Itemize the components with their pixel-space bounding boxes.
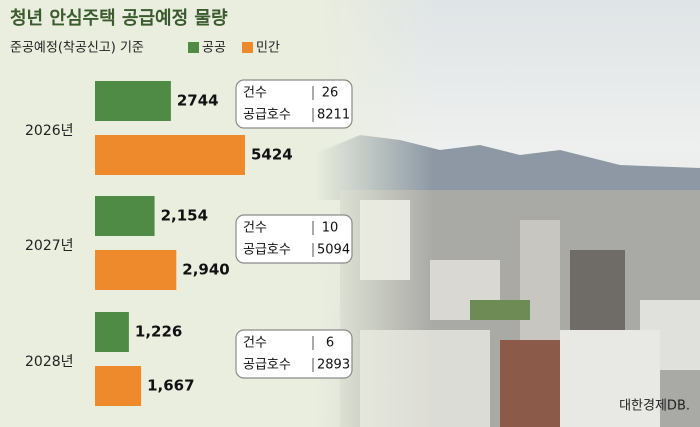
value-label: 1,226 xyxy=(135,323,182,341)
value-label: 5424 xyxy=(251,146,293,164)
bar xyxy=(95,312,129,352)
bar xyxy=(95,366,142,406)
annotation-value: 8211 xyxy=(317,108,350,123)
bar xyxy=(95,250,177,290)
annotation-value: 2893 xyxy=(317,358,350,373)
annotation-label: 공급호수 xyxy=(243,358,291,373)
chart-subtitle: 준공예정(착공신고) 기준 xyxy=(10,41,144,56)
category-label: 2027년 xyxy=(25,238,74,254)
annotation-label: 건수 xyxy=(243,336,267,351)
value-label: 2,940 xyxy=(182,261,229,279)
category-label: 2026년 xyxy=(25,123,74,139)
annotation-value: 6 xyxy=(326,336,334,351)
bar xyxy=(95,135,245,175)
legend-label: 민간 xyxy=(256,41,280,56)
annotation-box xyxy=(235,79,353,129)
value-label: 2,154 xyxy=(161,207,208,225)
annotation-box xyxy=(235,214,353,264)
value-label: 2744 xyxy=(177,92,219,110)
annotation-label: 건수 xyxy=(243,86,267,101)
annotation-label: 공급호수 xyxy=(243,243,291,258)
bar xyxy=(95,81,171,121)
annotation-box xyxy=(235,329,353,379)
legend-swatch xyxy=(242,42,253,53)
legend-label: 공공 xyxy=(202,41,226,56)
annotation-value: 26 xyxy=(322,86,339,101)
annotation-value: 10 xyxy=(322,221,339,236)
bar xyxy=(95,196,155,236)
source: 대한경제DB. xyxy=(619,399,690,414)
category-label: 2028년 xyxy=(25,354,74,370)
annotation-label: 공급호수 xyxy=(243,108,291,123)
legend-swatch xyxy=(188,42,199,53)
annotation-label: 건수 xyxy=(243,221,267,236)
value-label: 1,667 xyxy=(147,377,194,395)
annotation-value: 5094 xyxy=(317,243,350,258)
chart-title: 청년 안심주택 공급예정 물량 xyxy=(10,8,228,29)
